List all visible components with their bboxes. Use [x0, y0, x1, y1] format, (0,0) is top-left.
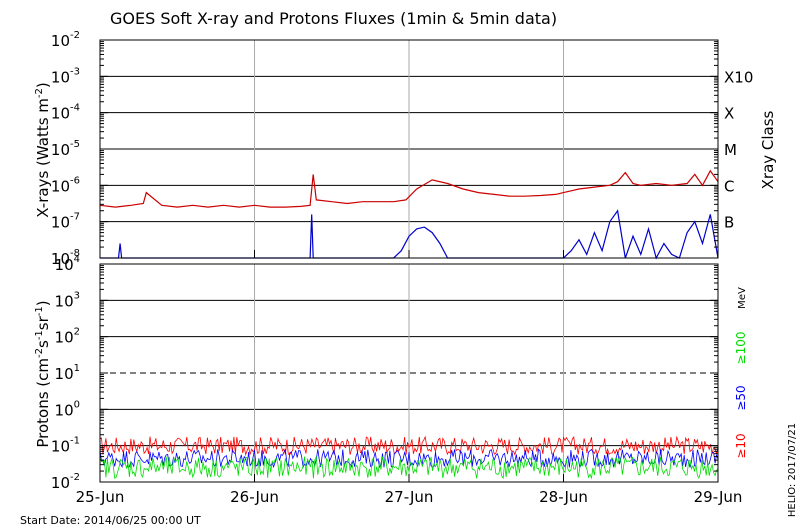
- proton-energy-unit: MeV: [737, 287, 748, 309]
- proton-series-line-0: [99, 435, 719, 457]
- x-tick-label: 25-Jun: [76, 488, 125, 506]
- proton-gridlines: [100, 264, 718, 482]
- xray-class-c: C: [724, 177, 734, 195]
- xray-class-b: B: [724, 214, 734, 232]
- xray-series-group: [99, 169, 719, 260]
- xray-y-tick-label: 10-5: [51, 139, 80, 159]
- xray-class-x: X: [724, 105, 734, 123]
- xray-gridlines: [100, 40, 718, 258]
- proton-y-axis-label: Protons (cm-2s-1sr-1): [34, 300, 52, 447]
- xray-y-tick-label: 10-7: [51, 212, 80, 232]
- xray-y-tick-label: 10-6: [51, 175, 80, 195]
- proton-y-tick-label: 101: [55, 363, 80, 383]
- legend-ge50: ≥50: [734, 385, 748, 410]
- proton-y-tick-label: 100: [55, 399, 80, 419]
- legend-ge100: ≥100: [734, 332, 748, 365]
- xray-y-ticks: 10-8 10-7 10-6 10-5 10-4 10-3 10-2: [51, 30, 718, 268]
- xray-class-axis-label: Xray Class: [759, 110, 777, 189]
- proton-y-ticks: 10-2 10-1 100 101 102 103 104: [51, 254, 718, 492]
- xray-y-tick-label: 10-2: [51, 30, 80, 50]
- xray-y-tick-label: 10-3: [51, 66, 80, 86]
- xray-y-tick-label: 10-4: [51, 103, 80, 123]
- proton-y-tick-label: 103: [55, 290, 80, 310]
- xray-y-tick-label: 10-8: [51, 248, 80, 268]
- xray-class-m: M: [724, 141, 737, 159]
- proton-series-group: [99, 435, 719, 480]
- legend-ge10: ≥10: [734, 433, 748, 458]
- start-date-label: Start Date: 2014/06/25 00:00 UT: [20, 514, 201, 527]
- proton-y-tick-label: 104: [55, 254, 80, 274]
- xray-series-line-1: [100, 209, 719, 260]
- x-tick-label: 26-Jun: [230, 488, 279, 506]
- xray-panel: 10-8 10-7 10-6 10-5 10-4 10-3 10-2 B CMX X10 Xra…: [34, 30, 777, 268]
- x-axis-ticks: 25-Jun 26-Jun 27-Jun 28-Jun 29-Jun: [76, 250, 743, 506]
- proton-y-tick-label: 10-1: [51, 436, 80, 456]
- xray-y-axis-label: X-rays (Watts m-2): [34, 82, 52, 217]
- x-tick-label: 27-Jun: [385, 488, 434, 506]
- xray-class-labels: B CMX X10: [724, 68, 753, 231]
- xray-class-x10: X10: [724, 68, 753, 86]
- xray-series-line-0: [99, 169, 719, 208]
- proton-series-line-2: [99, 455, 719, 480]
- x-tick-label: 28-Jun: [539, 488, 588, 506]
- x-tick-label: 29-Jun: [694, 488, 743, 506]
- proton-y-tick-label: 10-2: [51, 472, 80, 492]
- proton-y-tick-label: 102: [55, 327, 80, 347]
- chart-title: GOES Soft X-ray and Protons Fluxes (1min…: [110, 9, 557, 28]
- credit-label: HELIO: 2017/07/21: [787, 423, 798, 517]
- proton-panel: 10-2 10-1 100 101 102 103 104 Protons (cm-2s-1…: [34, 254, 748, 492]
- proton-series-line-1: [99, 448, 719, 469]
